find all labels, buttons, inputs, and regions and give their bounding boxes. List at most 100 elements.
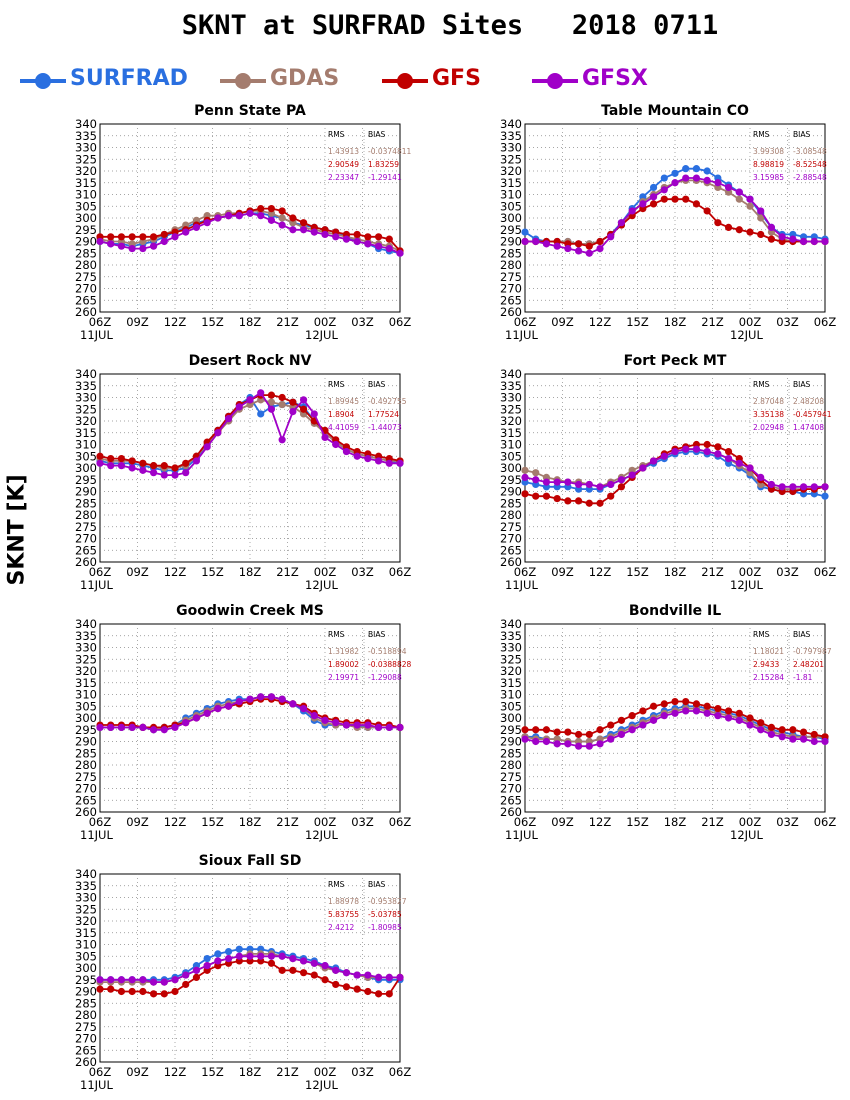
data-point — [192, 714, 201, 722]
x-tick-label: 12Z — [589, 315, 612, 329]
x-day-label: 11JUL — [505, 578, 538, 592]
data-point — [321, 433, 329, 442]
y-tick-label: 285 — [500, 746, 522, 760]
y-tick-label: 320 — [75, 164, 97, 178]
x-day-label: 11JUL — [505, 828, 538, 842]
stats-rms: 3.99308 — [753, 147, 784, 156]
chart-title: Bondville IL — [629, 603, 721, 619]
x-tick-label: 18Z — [664, 315, 687, 329]
chart-title: Goodwin Creek MS — [176, 603, 324, 619]
data-point — [364, 455, 372, 463]
stats-bias: 1.47408 — [793, 423, 824, 432]
data-point — [257, 205, 265, 213]
data-point — [767, 730, 776, 739]
x-tick-label: 03Z — [776, 315, 799, 329]
data-point — [671, 447, 679, 456]
data-point — [321, 716, 329, 724]
y-tick-label: 300 — [75, 961, 97, 975]
x-tick-label: 15Z — [626, 315, 649, 329]
data-point — [364, 971, 372, 979]
stats-bias: -5.03785 — [368, 910, 402, 919]
data-point — [789, 735, 797, 743]
x-tick-label: 06Z — [389, 565, 412, 579]
data-point — [639, 464, 647, 472]
stats-rms: 8.98819 — [753, 160, 784, 169]
data-point — [724, 447, 733, 456]
stats-header-bias: BIAS — [368, 880, 385, 889]
series-gfsx — [96, 952, 404, 986]
y-tick-label: 335 — [500, 629, 522, 643]
data-point — [639, 721, 647, 729]
y-tick-label: 285 — [75, 746, 97, 760]
data-point — [267, 959, 276, 967]
data-point — [649, 702, 658, 710]
data-point — [757, 719, 765, 727]
data-point — [117, 976, 126, 984]
data-point — [192, 966, 201, 974]
y-tick-label: 295 — [500, 723, 522, 737]
y-tick-label: 305 — [75, 199, 97, 213]
data-point — [107, 723, 115, 732]
y-tick-label: 270 — [500, 782, 522, 796]
stats-rms: 1.43913 — [328, 147, 359, 156]
data-point — [789, 235, 797, 243]
chart-desert-rock-nv: Desert Rock NV26026527027528028529029530… — [75, 353, 411, 592]
x-tick-label: 21Z — [701, 565, 724, 579]
data-point — [289, 955, 297, 963]
data-point — [628, 207, 636, 215]
data-point — [149, 233, 158, 241]
x-tick-label: 00Z — [314, 565, 337, 579]
data-point — [128, 244, 136, 253]
stats-bias: -2.88548 — [793, 173, 827, 182]
data-point — [278, 221, 286, 229]
y-tick-label: 335 — [500, 379, 522, 393]
series-gfsx — [96, 209, 404, 257]
data-point — [267, 216, 276, 224]
x-tick-label: 06Z — [514, 565, 537, 579]
y-tick-label: 330 — [75, 141, 97, 155]
y-tick-label: 310 — [75, 188, 97, 202]
data-point — [182, 980, 190, 989]
data-point — [660, 174, 668, 182]
stats-rms: 1.88978 — [328, 897, 359, 906]
y-tick-label: 330 — [75, 891, 97, 905]
stats-rms: 5.83755 — [328, 910, 359, 919]
data-point — [799, 735, 808, 743]
x-tick-label: 06Z — [389, 815, 412, 829]
x-tick-label: 18Z — [239, 1065, 262, 1079]
data-point — [617, 476, 626, 484]
data-point — [532, 737, 540, 746]
y-tick-label: 320 — [75, 664, 97, 678]
y-tick-label: 315 — [75, 926, 97, 940]
data-point — [96, 459, 104, 467]
data-point — [160, 978, 168, 986]
y-tick-label: 290 — [75, 485, 97, 499]
y-tick-label: 275 — [75, 520, 97, 534]
data-point — [160, 990, 168, 998]
x-tick-label: 06Z — [814, 565, 837, 579]
data-point — [139, 459, 147, 467]
data-point — [724, 223, 733, 231]
y-tick-label: 310 — [75, 938, 97, 952]
y-tick-label: 275 — [500, 520, 522, 534]
data-point — [703, 702, 711, 710]
data-point — [289, 226, 297, 234]
data-point — [596, 499, 604, 507]
data-point — [660, 712, 668, 720]
stats-rms: 2.02948 — [753, 423, 784, 432]
stats-rms: 1.89945 — [328, 397, 359, 406]
stats-rms: 1.31982 — [328, 647, 359, 656]
series-gfsx — [521, 707, 829, 750]
data-point — [149, 978, 158, 986]
stats-rms: 2.90549 — [328, 160, 359, 169]
x-tick-label: 03Z — [351, 565, 374, 579]
data-point — [353, 230, 361, 239]
data-point — [757, 214, 765, 222]
data-point — [332, 440, 340, 449]
x-tick-label: 21Z — [276, 815, 299, 829]
x-tick-label: 21Z — [276, 1065, 299, 1079]
x-tick-label: 03Z — [776, 815, 799, 829]
data-point — [682, 445, 690, 453]
chart-title: Table Mountain CO — [601, 103, 749, 119]
